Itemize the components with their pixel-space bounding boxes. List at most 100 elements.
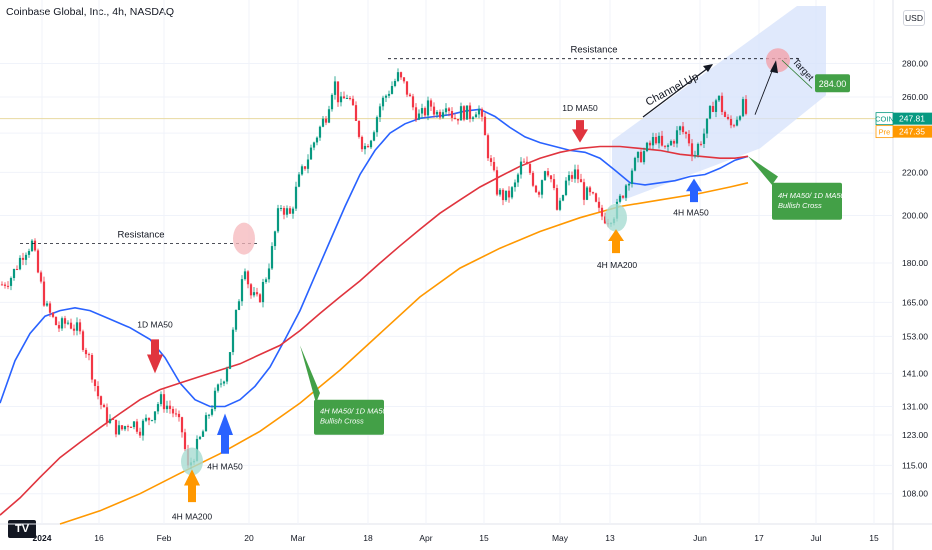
candle-body	[657, 135, 661, 144]
candle-body	[102, 404, 106, 408]
candle-body	[597, 201, 601, 208]
candle-body	[81, 331, 85, 350]
candle-body	[222, 381, 226, 384]
candle-body	[9, 278, 13, 286]
candle-body	[411, 96, 415, 108]
bull-cross-right-pointer	[748, 156, 778, 185]
candle-body	[213, 390, 217, 410]
target-arrow-head	[770, 60, 778, 74]
bull-cross-left-box	[314, 399, 384, 435]
candle-body	[198, 436, 202, 439]
candle-body	[255, 292, 259, 295]
candle-body	[453, 117, 457, 120]
h4-ma200-left-highlight	[181, 447, 203, 476]
target-price-box	[815, 74, 850, 93]
premarket-price-label: 247.35	[899, 127, 925, 137]
candle-body	[636, 151, 640, 158]
candle-body	[210, 409, 214, 415]
premarket-price-badge	[893, 125, 932, 138]
candle-body	[618, 195, 622, 202]
candle-body	[507, 190, 511, 198]
candle-body	[399, 72, 403, 78]
candle-body	[501, 189, 505, 201]
candle-body	[429, 100, 433, 107]
candle-body	[291, 208, 295, 214]
candle-body	[474, 114, 478, 118]
y-tick-label: 200.00	[902, 210, 928, 220]
candle-body	[570, 175, 574, 179]
x-tick-label: 20	[244, 533, 254, 543]
candle-body	[558, 200, 562, 210]
candle-body	[105, 407, 109, 423]
candle-body	[561, 195, 565, 201]
bull-cross-right-line1: 4H MA50/ 1D MA50	[778, 191, 846, 200]
candle-body	[483, 116, 487, 136]
candle-body	[447, 108, 451, 112]
candle-body	[450, 111, 454, 118]
candle-body	[3, 284, 7, 286]
candle-body	[687, 133, 691, 144]
candle-body	[708, 106, 712, 119]
bull-cross-left-line1: 4H MA50/ 1D MA50	[320, 407, 388, 416]
candle-body	[471, 117, 475, 120]
candle-body	[582, 182, 586, 200]
candle-body	[306, 159, 310, 169]
bull-cross-right-line2: Bullish Cross	[778, 201, 822, 210]
candle-body	[627, 183, 631, 186]
candle-body	[435, 111, 439, 115]
price-axis[interactable]: 280.00260.00240.00220.00200.00180.00165.…	[875, 58, 932, 499]
candle-body	[138, 431, 142, 436]
candle-body	[498, 189, 502, 195]
candle-body	[414, 107, 418, 120]
candle-body	[21, 257, 25, 260]
candle-body	[381, 97, 385, 107]
currency-button[interactable]: USD	[903, 10, 925, 26]
candle-body	[375, 117, 379, 133]
candle-body	[534, 185, 538, 193]
h4-ma50-right-arrow-icon	[686, 178, 702, 203]
candle-body	[720, 95, 724, 113]
candle-body	[699, 143, 703, 145]
h4-ma200-right-highlight	[605, 203, 627, 232]
candle-body	[384, 95, 388, 98]
candle-body	[675, 130, 679, 144]
h4-ma50-left-label: 4H MA50	[207, 461, 243, 471]
candle-body	[723, 112, 727, 117]
candle-body	[378, 106, 382, 118]
candle-body	[348, 98, 352, 100]
candle-body	[150, 420, 154, 422]
candle-body	[120, 425, 124, 430]
candle-body	[396, 72, 400, 82]
candle-body	[573, 169, 577, 179]
last-price-label: 247.81	[899, 114, 925, 124]
candle-body	[624, 185, 628, 198]
candle-body	[114, 419, 118, 435]
candle-body	[312, 142, 316, 148]
candle-body	[549, 175, 553, 180]
x-tick-label: Mar	[291, 533, 306, 543]
candle-body	[420, 108, 424, 114]
candle-body	[444, 108, 448, 113]
candle-body	[171, 408, 175, 414]
h4-ma200-right-arrow-icon	[608, 229, 624, 254]
x-tick-label: 13	[605, 533, 615, 543]
target-connector	[781, 59, 813, 89]
candle-body	[54, 316, 58, 326]
candle-body	[729, 118, 733, 126]
y-tick-label: 141.00	[902, 368, 928, 378]
candle-body	[135, 421, 139, 432]
candle-body	[630, 170, 634, 184]
x-tick-label: Jul	[811, 533, 822, 543]
candle-body	[648, 142, 652, 146]
y-tick-label: 165.00	[902, 297, 928, 307]
candle-body	[354, 105, 358, 121]
candle-body	[240, 279, 244, 302]
time-axis[interactable]: 2024 16 Feb 20 Mar 18 Apr 15 May 13 Jun 17 Jul 15	[33, 533, 879, 543]
candle-body	[402, 77, 406, 82]
candle-body	[621, 195, 625, 198]
candle-body	[72, 328, 76, 331]
candle-body	[339, 96, 343, 103]
candle-body	[267, 268, 271, 280]
candle-body	[390, 85, 394, 94]
